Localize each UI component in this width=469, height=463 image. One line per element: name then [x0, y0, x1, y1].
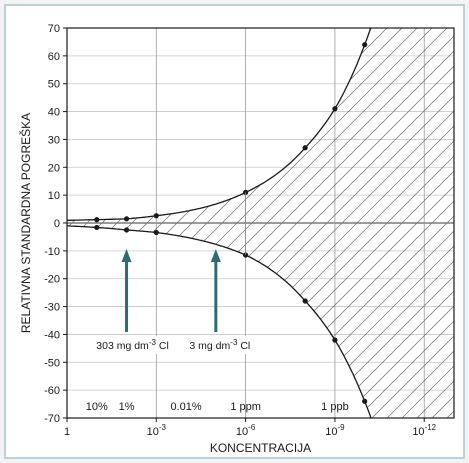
hatch-line: [371, 27, 454, 419]
hatch-line: [281, 27, 454, 419]
concentration-label: 0.01%: [170, 401, 201, 413]
y-tick-label: 30: [48, 134, 60, 146]
data-point-upper: [123, 216, 130, 222]
data-point-upper: [94, 217, 100, 223]
y-tick-label: -70: [44, 413, 60, 425]
annotation-label: 3 mg dm-3 Cl: [189, 338, 250, 352]
curves: [67, 28, 372, 418]
annotation-arrow-head: [121, 249, 132, 262]
y-tick-label: 50: [48, 79, 60, 91]
x-tick-label: 10-9: [325, 423, 345, 438]
x-tick-label: 10-3: [147, 423, 167, 438]
hatch-line: [341, 27, 454, 419]
hatch-line: [296, 27, 454, 419]
data-point-lower: [332, 337, 338, 343]
hatch-line: [311, 27, 454, 419]
concentration-label: 1 ppm: [230, 401, 261, 413]
upper-curve: [67, 28, 372, 221]
data-point-upper: [332, 106, 338, 112]
annotation-label: 303 mg dm-3 Cl: [96, 338, 169, 352]
data-point-upper: [153, 213, 159, 219]
y-tick-label: 40: [48, 107, 60, 119]
annotation-box: [177, 336, 262, 354]
concentration-label: 1 ppb: [321, 401, 349, 413]
outer-border: [4, 4, 465, 459]
y-tick-label: -40: [44, 329, 60, 341]
annotation-box: [79, 336, 186, 354]
y-tick-label: -30: [44, 302, 60, 314]
y-axis-title: RELATIVNA STANDARDNA POGREŠKA: [18, 113, 33, 333]
y-tick-label: -50: [44, 357, 60, 369]
data-point-lower: [153, 229, 159, 236]
data-point-lower: [302, 298, 308, 304]
data-point-upper: [362, 42, 368, 48]
data-point-lower: [123, 227, 130, 233]
concentration-label: 10%: [86, 401, 108, 413]
annotations: 10% 1% 0.01% 1 ppm 1 ppb 303 mg dm-3 Cl 3 mg d…: [79, 249, 349, 413]
y-tick-label: 70: [48, 23, 60, 35]
y-tick-label: 20: [48, 162, 60, 174]
x-tick-label: 1: [64, 426, 70, 438]
y-tick-label: 0: [54, 218, 60, 230]
y-tick-label: -10: [44, 246, 60, 258]
data-point-upper: [302, 145, 308, 151]
data-point-lower: [362, 398, 368, 404]
hatch-line: [356, 27, 454, 419]
x-tick-label: 10-6: [236, 423, 256, 438]
hatch-line: [386, 27, 454, 419]
data-points: [94, 42, 368, 404]
data-point-lower: [94, 224, 100, 231]
curve-group: [67, 28, 372, 418]
y-tick-label: -60: [44, 385, 60, 397]
lower-curve: [67, 225, 372, 418]
concentration-label: 1%: [119, 401, 135, 413]
x-axis-title: KONCENTRACIJA: [210, 441, 311, 455]
y-tick-label: -20: [44, 274, 60, 286]
hatch-line: [326, 27, 454, 419]
x-tick-label: 10-12: [412, 423, 436, 438]
annotation-arrow-head: [210, 249, 221, 262]
axis-ticks: 70 60 50 40 30 20 10 0 -10 -20 -30 -40 -50 -60 -70 1 10-…: [44, 23, 437, 438]
y-tick-label: 60: [48, 51, 60, 63]
y-tick-label: 10: [48, 190, 60, 202]
